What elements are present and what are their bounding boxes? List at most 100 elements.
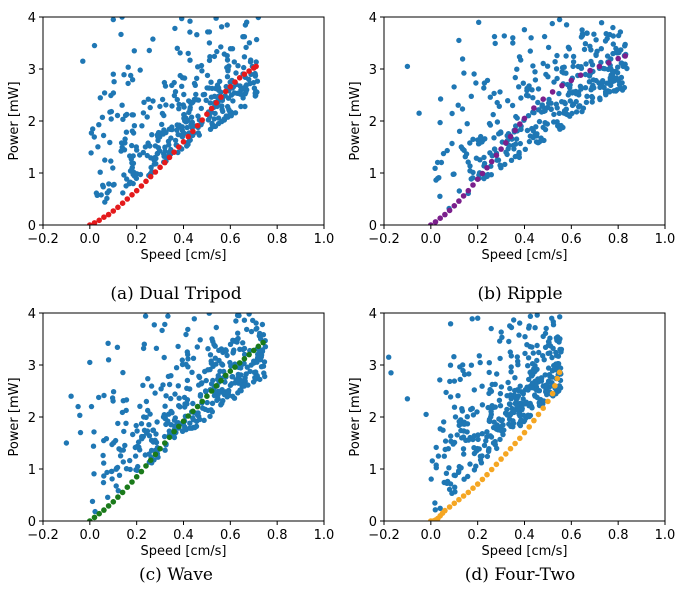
frontier-point	[236, 75, 243, 81]
background-point	[470, 175, 476, 181]
frontier-point	[213, 383, 220, 389]
background-point	[246, 76, 252, 83]
frontier-point	[171, 149, 177, 155]
frontier-point	[105, 503, 112, 509]
frontier-point	[470, 182, 476, 188]
background-point	[168, 135, 174, 141]
frontier-point	[456, 198, 462, 204]
background-point	[137, 171, 144, 178]
background-point	[514, 354, 520, 360]
x-axis-label: Speed [cm/s]	[482, 248, 568, 263]
background-point	[494, 445, 500, 452]
background-point	[235, 62, 241, 69]
background-point	[235, 330, 241, 336]
background-point	[254, 325, 260, 332]
background-point	[99, 114, 106, 121]
background-point	[190, 415, 196, 421]
y-tick-label: 4	[369, 11, 377, 26]
background-point	[514, 66, 520, 72]
background-point	[105, 357, 112, 363]
frontier-point	[236, 360, 243, 366]
background-point	[172, 89, 179, 95]
background-point	[578, 63, 584, 70]
background-point	[241, 64, 247, 71]
background-point	[144, 114, 150, 120]
y-tick-label: 1	[28, 463, 36, 478]
background-point	[471, 467, 478, 473]
background-point	[456, 128, 463, 134]
subfigure-caption: (b) Ripple	[477, 284, 562, 304]
background-point	[125, 64, 131, 70]
frontier-point	[479, 170, 486, 177]
background-point	[487, 94, 493, 100]
background-point	[216, 347, 222, 354]
background-point	[262, 344, 269, 350]
background-point	[451, 404, 458, 410]
background-point	[523, 92, 530, 99]
background-point	[466, 371, 472, 377]
background-point	[215, 115, 222, 121]
subfigure-caption: (d) Four-Two	[465, 565, 575, 585]
background-point	[91, 134, 98, 140]
background-point	[91, 42, 98, 49]
background-point	[470, 412, 477, 418]
background-point	[541, 108, 547, 115]
background-point	[145, 376, 151, 382]
background-point	[534, 342, 540, 349]
background-point	[488, 325, 494, 332]
background-point	[487, 433, 493, 439]
background-point	[461, 451, 467, 457]
background-point	[207, 413, 213, 420]
background-point	[115, 488, 122, 494]
y-axis-label: Power [mW]	[7, 81, 22, 160]
background-point	[464, 421, 471, 427]
background-point	[150, 439, 156, 445]
background-point	[227, 46, 234, 52]
background-point	[123, 183, 129, 189]
background-point	[122, 140, 128, 146]
background-point	[203, 389, 209, 395]
frontier-point	[166, 434, 173, 441]
background-point	[204, 399, 210, 406]
background-point	[516, 154, 522, 161]
background-point	[446, 486, 453, 493]
frontier-point	[521, 115, 528, 122]
background-point	[619, 80, 625, 86]
background-point	[129, 128, 135, 134]
background-point	[240, 340, 246, 346]
background-point	[220, 398, 226, 404]
background-point	[444, 480, 450, 486]
background-point	[610, 50, 616, 57]
x-tick-label: 0.6	[220, 528, 241, 543]
background-point	[583, 99, 590, 106]
background-point	[185, 326, 191, 333]
background-point	[517, 383, 523, 389]
background-point	[601, 84, 607, 91]
background-point	[514, 403, 520, 409]
x-axis: −0.2 0.0 0.2 0.4 0.6 0.8 1.0	[27, 521, 334, 543]
background-point	[556, 339, 562, 345]
frontier-point	[190, 128, 196, 135]
frontier-point	[606, 60, 612, 66]
background-point	[475, 436, 481, 443]
background-point	[172, 391, 178, 397]
background-point	[217, 388, 224, 395]
background-point	[547, 343, 554, 349]
background-point	[486, 369, 492, 376]
background-point	[165, 313, 171, 319]
background-point	[163, 421, 169, 428]
background-point	[498, 329, 504, 335]
frontier-point	[512, 127, 518, 134]
frontier-point	[552, 383, 558, 389]
frontier-point	[545, 398, 551, 405]
background-point	[199, 380, 205, 386]
background-point	[497, 436, 503, 443]
frontier-point	[556, 369, 563, 376]
background-point	[561, 70, 567, 76]
background-point	[609, 68, 616, 74]
frontier-point	[185, 133, 191, 140]
background-point	[96, 122, 102, 128]
background-point	[473, 80, 479, 86]
frontier-point	[91, 514, 98, 521]
background-point	[459, 106, 466, 112]
